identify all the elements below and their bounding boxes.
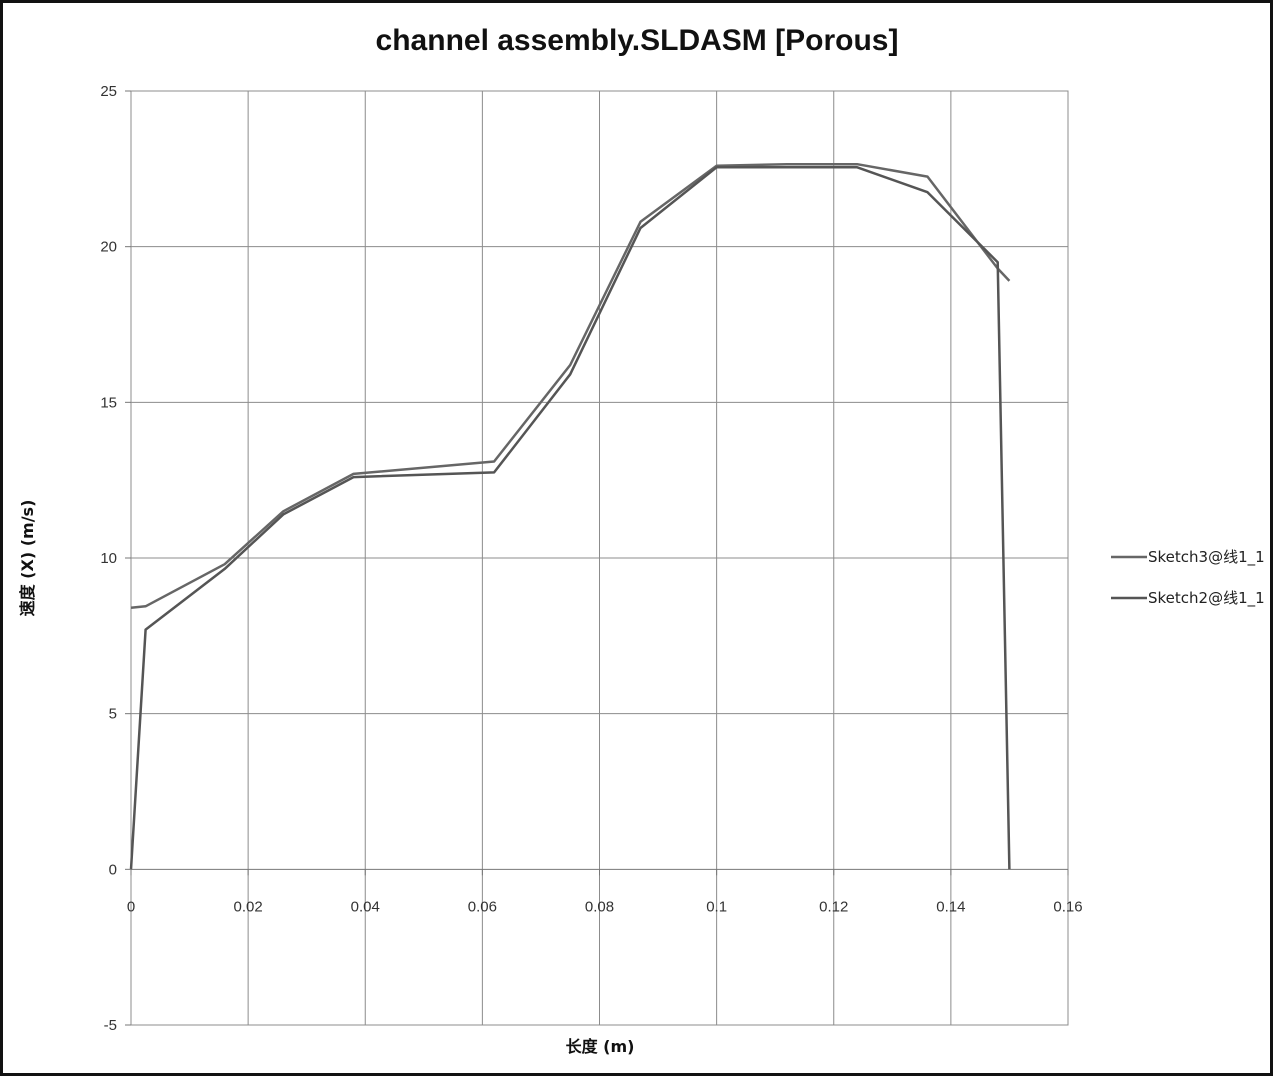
y-tick-label: 15 xyxy=(100,394,117,411)
y-tick-label: 10 xyxy=(100,550,117,567)
x-tick-label: 0.04 xyxy=(351,898,380,915)
legend: Sketch3@线1_1 Sketch2@线1_1 xyxy=(1111,548,1265,608)
x-tick-label: 0.02 xyxy=(234,898,263,915)
series-line-2 xyxy=(129,166,1011,870)
legend-label-1: Sketch3@线1_1 xyxy=(1148,548,1265,567)
y-axis-label: 速度 (X) (m/s) xyxy=(18,500,37,617)
x-tick-label: 0.1 xyxy=(706,898,727,915)
x-tick-label: 0.16 xyxy=(1053,898,1082,915)
series-lines xyxy=(129,162,1011,870)
grid xyxy=(130,90,1069,1026)
y-tick-label: 0 xyxy=(109,861,117,878)
y-axis-ticks: -5 0 5 10 15 20 25 xyxy=(100,83,131,1034)
x-tick-label: 0.06 xyxy=(468,898,497,915)
chart-title: channel assembly.SLDASM [Porous] xyxy=(376,24,899,57)
y-tick-label: 20 xyxy=(100,239,117,256)
x-axis-ticks: 0 0.02 0.04 0.06 0.08 0.1 0.12 0.14 0.16 xyxy=(127,869,1083,915)
x-tick-label: 0.14 xyxy=(936,898,965,915)
x-tick-label: 0 xyxy=(127,898,135,915)
x-axis-label: 长度 (m) xyxy=(566,1037,635,1056)
legend-label-2: Sketch2@线1_1 xyxy=(1148,589,1265,608)
x-tick-label: 0.08 xyxy=(585,898,614,915)
x-tick-label: 0.12 xyxy=(819,898,848,915)
y-tick-label: 5 xyxy=(109,706,117,723)
y-tick-label: -5 xyxy=(104,1017,117,1034)
y-tick-label: 25 xyxy=(100,83,117,100)
line-chart: channel assembly.SLDASM [Porous] 0 0.02 0.… xyxy=(18,24,1265,1056)
series-line-1 xyxy=(130,162,1011,610)
